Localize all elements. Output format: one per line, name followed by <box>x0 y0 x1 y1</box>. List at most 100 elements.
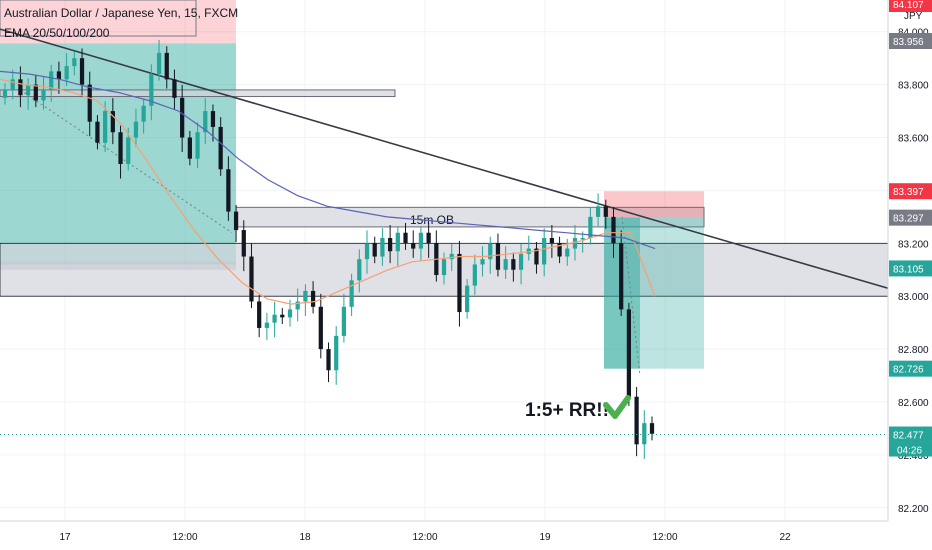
candle-body-31 <box>241 230 246 257</box>
ema-fast-line <box>0 78 656 305</box>
candle-body-79 <box>611 216 616 244</box>
x-tick-0: 17 <box>59 532 71 543</box>
candle-body-46 <box>357 259 362 281</box>
candle-body-13 <box>103 111 108 143</box>
candle-body-63 <box>488 243 493 260</box>
candle-body-21 <box>164 52 169 80</box>
candle-body-17 <box>133 121 139 138</box>
price-label-bg-2 <box>889 183 932 200</box>
candle-body-50 <box>388 238 393 252</box>
candle-body-78 <box>603 206 608 217</box>
candle-body-76 <box>588 216 593 239</box>
candle-body-54 <box>418 232 424 249</box>
x-tick-6: 22 <box>779 532 791 543</box>
candle-body-16 <box>126 137 131 164</box>
candle-body-8 <box>64 66 69 80</box>
candle-body-5 <box>41 89 46 101</box>
price-label-bg-4 <box>889 260 932 277</box>
candle-body-42 <box>326 349 331 371</box>
candle-body-15 <box>118 132 123 164</box>
price-label-6: 82.477 <box>893 431 924 442</box>
candle-body-80 <box>619 243 624 310</box>
candle-body-47 <box>364 243 370 260</box>
candle-body-33 <box>257 301 262 328</box>
projection-right <box>621 216 641 376</box>
x-tick-2: 18 <box>299 532 311 543</box>
candle-body-77 <box>595 206 601 217</box>
price-label-bg-5 <box>889 360 932 377</box>
symbol-title: Australian Dollar / Japanese Yen, 15, FX… <box>4 6 239 20</box>
y-tick-4: 83.200 <box>898 239 929 250</box>
candle-body-53 <box>411 243 416 249</box>
candle-body-10 <box>79 58 85 85</box>
time-axis <box>0 521 888 550</box>
candle-body-74 <box>572 238 578 249</box>
price-label-bg-3 <box>889 209 932 226</box>
candle-body-59 <box>457 253 462 313</box>
candle-body-19 <box>149 74 154 106</box>
candle-body-67 <box>518 253 524 270</box>
candle-body-9 <box>72 58 77 67</box>
candle-body-2 <box>18 79 23 96</box>
candle-body-0 <box>2 89 8 98</box>
candle-body-36 <box>280 314 285 318</box>
candle-body-12 <box>95 121 100 143</box>
candle-body-48 <box>372 243 377 257</box>
candle-body-66 <box>511 259 516 270</box>
price-label-bg-6 <box>889 426 932 443</box>
price-label-1: 83.956 <box>893 37 924 48</box>
candle-body-65 <box>503 259 508 270</box>
candle-body-30 <box>233 211 239 231</box>
candle-body-28 <box>218 126 223 170</box>
stop-loss-zone <box>604 191 704 218</box>
candle-body-34 <box>264 322 269 328</box>
candle-body-18 <box>141 105 146 122</box>
candle-body-82 <box>634 396 639 445</box>
indicator-label: EMA 20/50/100/200 <box>4 26 110 40</box>
price-label-bg-1 <box>889 33 932 49</box>
candle-body-1 <box>10 79 15 90</box>
y-tick-1: 83.800 <box>898 81 929 92</box>
y-tick-9: 82.200 <box>898 504 929 515</box>
price-label-0: 84.107 <box>893 0 924 11</box>
check-icon <box>603 395 631 419</box>
countdown-bg <box>889 442 932 457</box>
countdown-label: 04:26 <box>897 446 922 457</box>
candle-body-29 <box>226 169 231 212</box>
candle-body-24 <box>187 137 192 159</box>
candle-body-37 <box>287 309 293 318</box>
y-tick-2: 83.600 <box>898 134 929 145</box>
candle-body-27 <box>210 111 216 127</box>
candle-body-14 <box>110 111 115 133</box>
candle-body-70 <box>542 238 547 265</box>
price-label-5: 82.726 <box>893 365 924 376</box>
candle-body-69 <box>534 248 539 265</box>
candle-body-61 <box>472 264 477 286</box>
candle-body-49 <box>380 238 385 257</box>
x-tick-4: 19 <box>539 532 551 543</box>
ema-slow-line <box>0 70 656 250</box>
x-tick-5: 12:00 <box>652 532 677 543</box>
y-tick-6: 82.800 <box>898 345 929 356</box>
candle-body-45 <box>349 280 354 307</box>
candle-body-75 <box>580 238 585 240</box>
currency-label: JPY <box>904 11 923 22</box>
trendline <box>0 28 889 290</box>
candle-body-52 <box>403 232 408 244</box>
candle-body-62 <box>480 259 485 265</box>
candle-body-55 <box>426 232 431 244</box>
y-tick-5: 83.000 <box>898 292 929 303</box>
upper-zone <box>0 89 396 98</box>
candle-body-71 <box>549 238 554 244</box>
candle-body-23 <box>180 97 185 138</box>
candle-body-11 <box>87 84 92 122</box>
candle-body-43 <box>334 335 339 371</box>
candle-body-32 <box>249 256 254 302</box>
x-tick-3: 12:00 <box>412 532 437 543</box>
candle-body-26 <box>203 111 208 133</box>
candle-body-22 <box>172 79 177 98</box>
candle-body-6 <box>49 71 54 90</box>
header-box <box>0 0 197 37</box>
candle-body-60 <box>465 285 470 313</box>
